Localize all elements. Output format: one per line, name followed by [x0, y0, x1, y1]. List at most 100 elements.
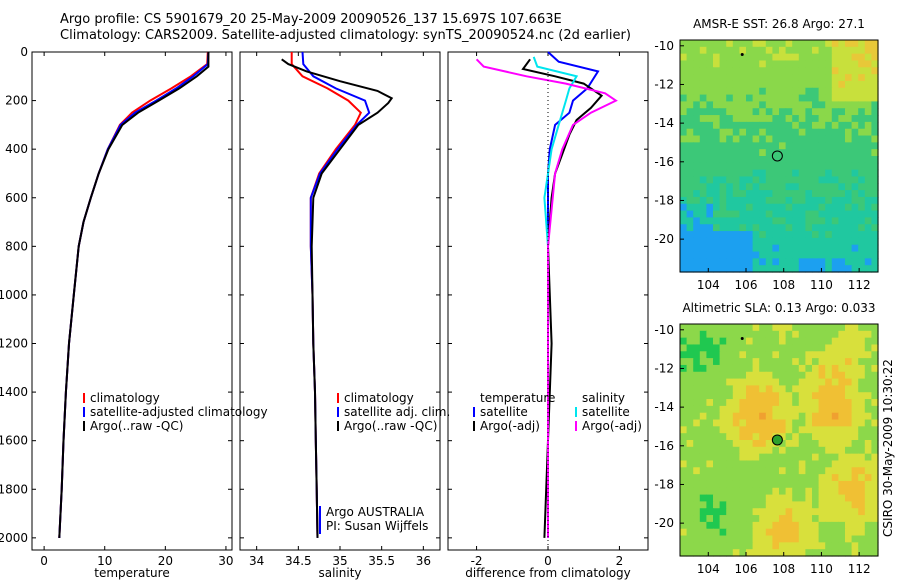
map-cell	[825, 53, 833, 62]
map-cell	[686, 494, 694, 503]
map-cell	[798, 515, 806, 523]
map-cell	[752, 399, 760, 407]
map-cell	[831, 183, 839, 191]
map-cell	[693, 169, 701, 178]
map-cell	[871, 108, 879, 116]
map-cell	[732, 237, 740, 246]
map-cell	[812, 80, 820, 89]
map-cell	[765, 542, 773, 550]
map-cell	[759, 237, 767, 246]
map-cell	[845, 87, 853, 96]
map-cell	[759, 378, 767, 387]
map-cell	[818, 337, 826, 346]
map-cell	[838, 337, 846, 346]
map-cell	[739, 135, 747, 143]
map-cell	[871, 53, 879, 62]
map-cell	[713, 108, 721, 116]
map-cell	[713, 358, 721, 366]
map-cell	[785, 460, 793, 468]
map-cell	[798, 231, 806, 239]
map-cell	[779, 467, 787, 475]
map-cell	[798, 67, 806, 75]
map-cell	[706, 258, 714, 266]
map-cell	[838, 542, 846, 550]
map-cell	[739, 412, 747, 421]
map-cell	[706, 535, 714, 543]
map-cell	[818, 115, 826, 123]
map-cell	[732, 162, 740, 171]
map-cell	[699, 433, 707, 441]
map-cell	[858, 128, 866, 137]
map-cell	[752, 419, 760, 427]
map-cell	[693, 508, 701, 516]
map-cell	[785, 237, 793, 246]
map-cell	[805, 183, 813, 191]
map-cell	[726, 46, 734, 55]
map-cell	[713, 210, 721, 219]
map-cell	[686, 515, 694, 523]
map-cell	[699, 440, 707, 448]
map-cell	[851, 210, 859, 219]
map-cell	[858, 433, 866, 441]
map-cell	[765, 433, 773, 441]
map-cell	[812, 467, 820, 475]
map-cell	[864, 40, 872, 48]
map-cell	[851, 460, 859, 468]
map-cell	[713, 501, 721, 509]
map-cell	[818, 87, 826, 96]
map-cell	[752, 487, 760, 496]
map-cell	[792, 190, 800, 198]
map-cell	[858, 474, 866, 482]
map-cell	[864, 501, 872, 509]
map-cell	[765, 474, 773, 482]
map-cell	[706, 508, 714, 516]
map-cell	[779, 371, 787, 380]
map-cell	[838, 40, 846, 48]
map-cell	[805, 351, 813, 359]
map-cell	[759, 399, 767, 407]
map-cell	[831, 405, 839, 414]
map-cell	[858, 419, 866, 427]
map-cell	[719, 433, 727, 441]
map-cell	[693, 176, 701, 184]
map-cell	[831, 244, 839, 253]
map-cell	[772, 480, 780, 489]
map-cell	[680, 392, 688, 400]
map-cell	[785, 190, 793, 198]
map-cell	[818, 528, 826, 537]
map-cell	[825, 128, 833, 137]
map-cell	[864, 412, 872, 421]
map-cell	[772, 358, 780, 366]
map-cell	[772, 203, 780, 212]
map-x-tick-label: 110	[810, 278, 833, 292]
map-cell	[686, 344, 694, 352]
map-cell	[818, 521, 826, 530]
map-cell	[686, 101, 694, 109]
map-cell	[752, 183, 760, 191]
map-cell	[845, 149, 853, 157]
map-cell	[779, 405, 787, 414]
map-cell	[759, 344, 767, 352]
map-cell	[772, 521, 780, 530]
map-cell	[706, 40, 714, 48]
map-cell	[851, 535, 859, 543]
y-tick-label: 1800	[0, 482, 28, 496]
map-cell	[746, 251, 754, 259]
map-cell	[719, 135, 727, 143]
map-cell	[858, 549, 866, 557]
map-cell	[825, 337, 833, 346]
map-cell	[765, 549, 773, 557]
map-cell	[719, 156, 727, 164]
map-cell	[818, 190, 826, 198]
map-cell	[693, 385, 701, 393]
map-cell	[693, 467, 701, 475]
map-cell	[805, 467, 813, 475]
map-cell	[818, 358, 826, 366]
map-cell	[871, 412, 879, 421]
map-cell	[798, 487, 806, 496]
map-cell	[686, 419, 694, 427]
map-cell	[851, 53, 859, 62]
map-cell	[706, 115, 714, 123]
map-cell	[871, 364, 879, 373]
map-cell	[680, 46, 688, 55]
